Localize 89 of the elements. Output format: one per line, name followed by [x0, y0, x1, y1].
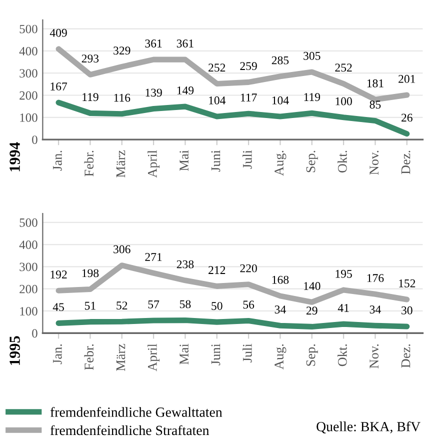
y-tick-label: 100 — [20, 307, 38, 316]
x-tick-label: Juni — [211, 150, 220, 172]
data-label: 56 — [243, 300, 254, 309]
data-label: 195 — [336, 270, 352, 278]
data-label: 198 — [82, 269, 99, 278]
y-tick-label: 0 — [32, 329, 38, 338]
data-label: 117 — [240, 94, 257, 102]
data-label: 50 — [212, 302, 222, 310]
data-label: 139 — [146, 88, 162, 97]
x-tick-label: Nov. — [370, 344, 379, 368]
y-tick-label: 400 — [19, 46, 38, 56]
data-label: 100 — [336, 97, 352, 106]
x-tick-label: Mai — [180, 344, 189, 364]
data-label: 116 — [114, 94, 130, 102]
x-tick-label: Febr. — [84, 150, 94, 176]
x-tick-label: Aug. — [274, 344, 286, 370]
text: 1994 — [10, 142, 20, 172]
data-label: 34 — [370, 306, 381, 314]
data-label: 104 — [272, 96, 289, 104]
x-tick-label: Jan. — [53, 150, 62, 171]
y-tick-label: 500 — [20, 24, 38, 34]
x-tick-label: April — [148, 344, 160, 372]
data-label: 252 — [208, 64, 226, 72]
x-tick-label: Sep. — [306, 344, 318, 366]
data-label: 176 — [367, 274, 384, 282]
x-tick-label: Febr. — [84, 344, 94, 370]
data-label: 152 — [399, 279, 416, 288]
data-label: 41 — [338, 304, 349, 312]
y-tick-label: 200 — [20, 284, 38, 294]
x-tick-label: April — [148, 150, 160, 178]
x-tick-label: Sep. — [306, 150, 318, 172]
y-tick-label: 200 — [20, 91, 38, 100]
x-tick-label: Dez. — [401, 344, 410, 368]
y-tick-label: 100 — [20, 113, 38, 122]
data-label: 26 — [402, 114, 412, 122]
x-tick-label: Jan. — [53, 344, 62, 364]
data-label: 181 — [367, 79, 384, 88]
data-label: 51 — [84, 302, 96, 310]
x-tick-label: Dez. — [401, 150, 410, 174]
data-label: 285 — [272, 56, 289, 64]
data-label: 34 — [274, 306, 286, 314]
data-label: 361 — [176, 40, 194, 48]
y-tick-label: 400 — [19, 240, 38, 249]
data-label: 85 — [370, 100, 381, 109]
y-tick-label: 0 — [32, 136, 38, 144]
data-label: 167 — [50, 82, 68, 90]
x-tick-label: Okt. — [338, 344, 347, 366]
data-label: 29 — [306, 306, 318, 315]
y-tick-label: 300 — [20, 69, 38, 78]
source-note: Quelle: BKA, BfV — [316, 421, 420, 434]
data-label: 306 — [114, 245, 130, 254]
data-label: 58 — [180, 300, 191, 308]
data-label: 119 — [304, 93, 320, 102]
data-label: 104 — [209, 96, 226, 104]
data-label: 220 — [240, 264, 257, 272]
data-label: 409 — [50, 28, 67, 37]
data-label: 252 — [335, 64, 352, 72]
legend-label: fremdenfeindliche Gewalttaten — [50, 406, 222, 417]
y-tick-label: 300 — [20, 262, 38, 272]
data-label: 52 — [116, 302, 128, 310]
data-label: 259 — [240, 62, 257, 70]
data-label: 168 — [272, 276, 289, 284]
data-label: 57 — [148, 300, 160, 308]
data-label: 238 — [176, 260, 194, 268]
data-label: 305 — [304, 52, 320, 60]
legend-label: fremdenfeindliche Straftaten — [50, 425, 210, 436]
data-label: 361 — [145, 40, 162, 48]
data-label: 140 — [304, 282, 320, 290]
data-label: 212 — [208, 266, 226, 274]
x-tick-label: Juni — [211, 344, 220, 366]
y-tick-label: 500 — [20, 218, 38, 227]
x-tick-label: März — [116, 150, 126, 178]
x-tick-label: Mai — [180, 150, 189, 171]
data-label: 30 — [402, 306, 412, 314]
data-label: 271 — [145, 253, 162, 261]
text: 1995 — [10, 336, 20, 365]
x-tick-label: Aug. — [274, 150, 286, 176]
x-tick-label: Okt. — [338, 150, 347, 173]
data-label: 201 — [398, 74, 416, 83]
data-label: 149 — [177, 86, 194, 94]
data-label: 329 — [114, 46, 130, 55]
data-label: 119 — [82, 93, 98, 102]
x-tick-label: Juli — [242, 344, 252, 362]
x-tick-label: März — [116, 344, 126, 372]
x-tick-label: Juli — [242, 150, 252, 169]
data-label: 192 — [50, 270, 67, 278]
data-label: 45 — [52, 303, 64, 312]
x-tick-label: Nov. — [370, 150, 379, 175]
data-label: 293 — [82, 54, 99, 63]
